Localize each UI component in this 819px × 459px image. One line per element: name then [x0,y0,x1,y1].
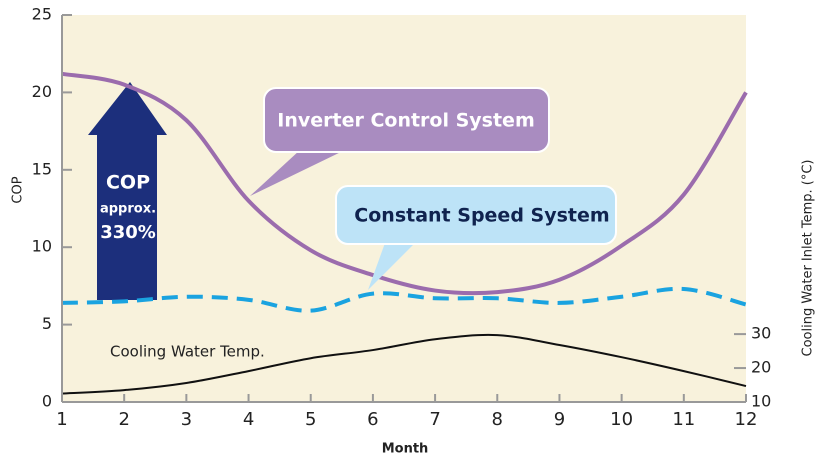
x-tick-label: 12 [735,409,758,430]
series-label: Inverter Control System [277,110,535,132]
x-tick-label: 9 [554,409,565,430]
callout-tail [368,243,415,290]
callout [263,87,550,153]
callout [335,185,617,245]
x-tick-label: 8 [492,409,503,430]
y-tick-label: 15 [32,159,52,178]
x-tick-label: 1 [56,409,67,430]
series-line [61,71,748,296]
y-tick-label: 0 [42,392,52,411]
x-axis-label: Month [382,442,429,457]
y-tick-label: 20 [32,82,52,101]
x-tick-label: 7 [429,409,440,430]
y2-tick-label: 20 [751,358,771,377]
y2-axis-label: Cooling Water Inlet Temp. (°C) [801,160,816,357]
x-tick-label: 11 [672,409,695,430]
series-line [61,333,747,395]
y2-tick-label: 10 [751,392,771,411]
cop-arrow [88,82,167,300]
x-tick-label: 3 [181,409,192,430]
y-tick-label: 25 [32,5,52,24]
y-tick-label: 10 [32,237,52,256]
x-tick-label: 2 [118,409,129,430]
series-label: Constant Speed System [354,205,609,227]
series-label: Cooling Water Temp. [110,343,265,361]
arrow-text: 330% [100,222,156,243]
x-tick-label: 5 [305,409,316,430]
x-tick-label: 10 [610,409,633,430]
arrow-text: approx. [100,202,156,217]
y-tick-label: 5 [42,314,52,333]
callout-tail [250,150,345,196]
y2-tick-label: 30 [751,324,771,343]
x-tick-label: 6 [367,409,378,430]
x-tick-label: 4 [243,409,254,430]
arrow-text: COP [106,172,150,194]
y-axis-label: COP [11,176,26,203]
